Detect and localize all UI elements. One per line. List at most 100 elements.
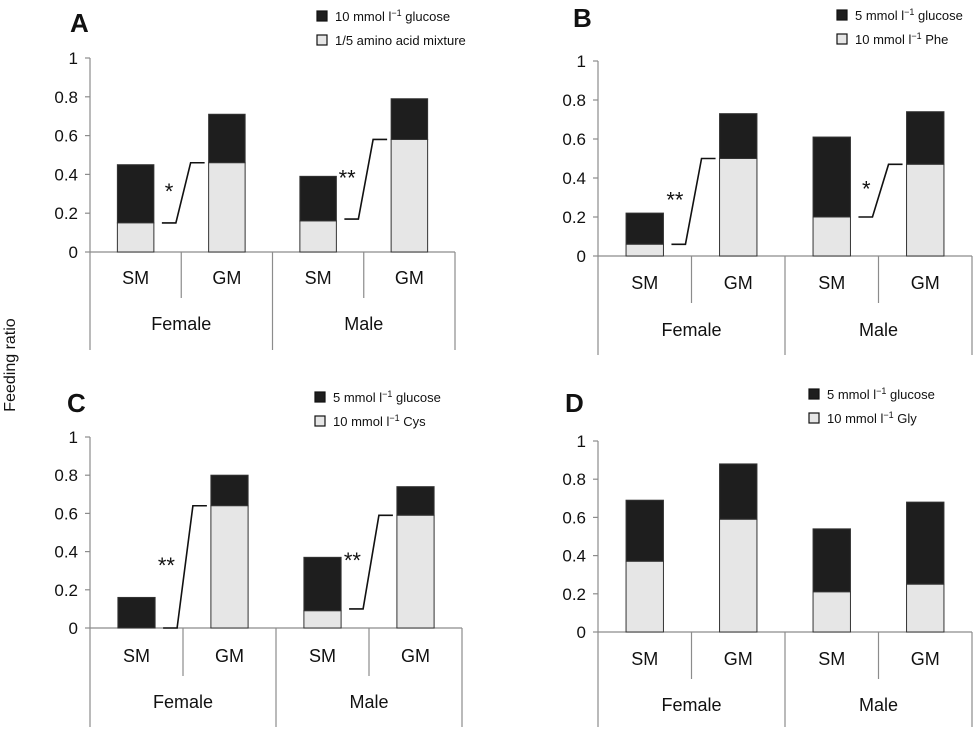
y-tick-label: 0 bbox=[69, 243, 78, 262]
panel-letter: B bbox=[573, 3, 592, 33]
bar-glucose bbox=[117, 596, 156, 629]
bar-glucose bbox=[906, 111, 945, 165]
group-label: Male bbox=[349, 692, 388, 712]
y-tick-label: 0.6 bbox=[562, 508, 586, 527]
y-tick-label: 0.8 bbox=[562, 91, 586, 110]
category-label: SM bbox=[122, 268, 149, 288]
bar-glucose bbox=[812, 136, 851, 218]
legend-swatch bbox=[314, 415, 326, 427]
bar-glucose bbox=[719, 463, 758, 520]
y-tick-label: 0.8 bbox=[54, 88, 78, 107]
significance-marker: ** bbox=[158, 553, 176, 578]
bar-glucose bbox=[210, 474, 249, 507]
bar-glucose bbox=[303, 556, 342, 612]
bar-amino-acid bbox=[116, 222, 155, 253]
bar-amino-acid bbox=[210, 505, 249, 629]
group-label: Female bbox=[661, 695, 721, 715]
category-label: GM bbox=[212, 268, 241, 288]
significance-marker: ** bbox=[339, 165, 357, 190]
y-axis-label: Feeding ratio bbox=[2, 318, 19, 411]
legend-label: 5 mmol l−1 glucose bbox=[333, 389, 441, 405]
legend-swatch bbox=[836, 9, 848, 21]
bar-amino-acid bbox=[719, 158, 758, 257]
y-tick-label: 0.8 bbox=[562, 470, 586, 489]
bar-glucose bbox=[390, 98, 429, 140]
group-label: Male bbox=[859, 320, 898, 340]
legend-swatch bbox=[808, 412, 820, 424]
bar-amino-acid bbox=[719, 518, 758, 633]
legend-label: 1/5 amino acid mixture bbox=[335, 33, 466, 48]
panel-c: C 5 mmol l−1 glucose 10 mmol l−1 Cys 0 0.2 0.… bbox=[54, 388, 463, 727]
bar-amino-acid bbox=[812, 216, 851, 257]
y-tick-label: 0.8 bbox=[54, 466, 78, 485]
bar-amino-acid bbox=[625, 243, 664, 257]
category-label: GM bbox=[724, 649, 753, 669]
group-label: Female bbox=[661, 320, 721, 340]
bar-glucose bbox=[812, 528, 851, 593]
bar-amino-acid bbox=[906, 583, 945, 633]
significance-bracket bbox=[671, 157, 716, 246]
panel-letter: D bbox=[565, 388, 584, 418]
panel-letter: C bbox=[67, 388, 86, 418]
legend-swatch bbox=[316, 10, 328, 22]
y-tick-label: 0.6 bbox=[54, 504, 78, 523]
bar-amino-acid bbox=[208, 162, 246, 253]
y-tick-label: 1 bbox=[577, 432, 586, 451]
bar-glucose bbox=[396, 486, 435, 516]
category-label: SM bbox=[123, 646, 150, 666]
significance-bracket bbox=[344, 138, 388, 220]
y-tick-label: 0.2 bbox=[562, 208, 586, 227]
significance-bracket bbox=[163, 504, 207, 629]
panel-letter: A bbox=[70, 8, 89, 38]
y-tick-label: 1 bbox=[69, 428, 78, 447]
category-label: GM bbox=[395, 268, 424, 288]
bar-glucose bbox=[116, 164, 155, 224]
panel-d: D 5 mmol l−1 glucose 10 mmol l−1 Gly 0 0.2 0.… bbox=[562, 386, 973, 727]
group-label: Female bbox=[151, 314, 211, 334]
panels: A 10 mmol l−1 glucose 1/5 amino acid mixtu… bbox=[54, 3, 973, 727]
y-tick-label: 0.2 bbox=[54, 204, 78, 223]
category-label: SM bbox=[631, 273, 658, 293]
bar-glucose bbox=[625, 499, 664, 562]
significance-marker: ** bbox=[344, 548, 362, 573]
legend-swatch bbox=[808, 388, 820, 400]
group-label: Male bbox=[859, 695, 898, 715]
legend-swatch bbox=[314, 391, 326, 403]
y-tick-label: 1 bbox=[69, 49, 78, 68]
y-tick-label: 1 bbox=[577, 52, 586, 71]
y-tick-label: 0 bbox=[69, 619, 78, 638]
bar-glucose bbox=[906, 501, 945, 585]
panel-a: A 10 mmol l−1 glucose 1/5 amino acid mixtu… bbox=[54, 8, 466, 350]
significance-marker: * bbox=[862, 177, 871, 202]
category-label: GM bbox=[724, 273, 753, 293]
significance-bracket bbox=[858, 163, 903, 218]
y-tick-label: 0.6 bbox=[562, 130, 586, 149]
category-label: SM bbox=[631, 649, 658, 669]
category-label: SM bbox=[309, 646, 336, 666]
legend-swatch bbox=[836, 33, 848, 45]
category-label: SM bbox=[818, 649, 845, 669]
group-label: Female bbox=[153, 692, 213, 712]
y-tick-label: 0.4 bbox=[562, 547, 586, 566]
category-label: GM bbox=[911, 273, 940, 293]
legend-label: 10 mmol l−1 glucose bbox=[335, 8, 450, 24]
y-tick-label: 0.6 bbox=[54, 127, 78, 146]
y-tick-label: 0.2 bbox=[562, 585, 586, 604]
legend-label: 5 mmol l−1 glucose bbox=[855, 7, 963, 23]
legend-label: 10 mmol l−1 Phe bbox=[855, 31, 948, 47]
bar-amino-acid bbox=[906, 163, 945, 257]
significance-bracket bbox=[349, 514, 393, 610]
significance-marker: * bbox=[165, 179, 174, 204]
category-label: SM bbox=[305, 268, 332, 288]
category-label: SM bbox=[818, 273, 845, 293]
y-tick-label: 0.4 bbox=[54, 543, 78, 562]
category-label: GM bbox=[215, 646, 244, 666]
bar-amino-acid bbox=[396, 514, 435, 629]
bar-amino-acid bbox=[303, 610, 342, 629]
y-tick-label: 0.2 bbox=[54, 581, 78, 600]
y-tick-label: 0 bbox=[577, 623, 586, 642]
bar-glucose bbox=[719, 113, 758, 159]
bar-amino-acid bbox=[390, 138, 429, 253]
